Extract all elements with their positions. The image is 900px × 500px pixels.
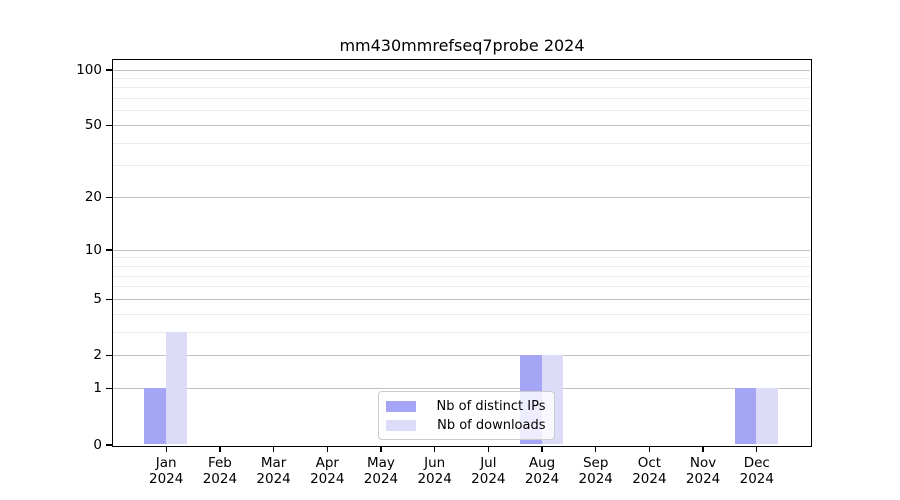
y-axis-tick-label: 1 [93,380,102,397]
x-axis-tick-mark [595,446,597,452]
y-axis-tick-mark [106,444,112,446]
gridline-minor [112,265,810,267]
bar-downloads [756,388,778,445]
y-axis-tick-mark [106,249,112,251]
x-axis-tick-mark [165,446,167,452]
gridline-minor [112,142,810,144]
x-axis-tick-label: Jan 2024 [149,455,184,487]
legend: Nb of distinct IPs Nb of downloads [377,390,555,440]
y-axis-tick-label: 100 [76,61,102,78]
x-axis-tick-mark [541,446,543,452]
x-axis-tick-label: Aug 2024 [524,455,560,487]
gridline-major [112,355,810,357]
y-axis-tick-label: 10 [84,241,102,258]
x-axis-tick-mark [219,446,221,452]
x-axis-tick-label: Sep 2024 [578,455,613,487]
x-axis-tick-mark [702,446,704,452]
y-axis-tick-label: 2 [93,347,102,364]
gridline-minor [112,313,810,315]
x-axis-tick-mark [326,446,328,452]
x-axis-tick-mark [272,446,275,452]
legend-item: Nb of distinct IPs [385,397,546,417]
x-axis-tick-mark [756,446,758,452]
y-axis-tick-label: 5 [93,290,102,307]
x-axis-tick-label: Jul 2024 [471,455,506,487]
bar-downloads [165,331,188,445]
y-axis-tick-mark [106,298,112,301]
gridline-major [112,69,810,71]
gridline-minor [112,165,810,167]
x-axis-tick-label: Oct 2024 [632,455,667,487]
plot-area: Nb of distinct IPs Nb of downloads [111,58,812,447]
gridline-minor [112,286,810,288]
y-axis-tick-label: 0 [93,436,102,453]
y-axis-tick-label: 50 [84,117,102,134]
x-axis-tick-label: Dec 2024 [739,455,774,487]
x-axis-tick-label: Nov 2024 [685,455,721,487]
gridline-major [112,197,810,199]
y-axis-tick-mark [106,69,112,71]
bar-distinct-ips [734,388,757,445]
chart-title: mm430mmrefseq7probe 2024 [339,36,585,55]
x-axis-tick-label: Apr 2024 [310,455,345,487]
x-axis-tick-label: Feb 2024 [202,455,238,487]
gridline-minor [112,110,810,112]
legend-label: Nb of downloads [437,418,546,434]
legend-label: Nb of distinct IPs [436,398,546,414]
legend-swatch-downloads [385,420,416,432]
gridline-minor [112,331,810,333]
gridline-major [112,249,810,251]
x-axis-tick-label: Jun 2024 [417,455,452,487]
x-axis-tick-mark [433,446,436,452]
gridline-minor [112,87,810,89]
gridline-minor [112,98,810,100]
x-axis-tick-mark [648,446,651,452]
y-axis-tick-label: 20 [84,189,102,206]
x-axis-tick-label: May 2024 [363,455,399,487]
y-axis-tick-mark [106,124,112,127]
y-axis-tick-mark [106,196,112,199]
bar-distinct-ips [144,388,166,445]
x-axis-tick-mark [487,446,490,452]
gridline-minor [112,275,810,277]
legend-item: Nb of downloads [385,416,546,436]
gridline-major [112,388,810,390]
y-axis-tick-mark [106,355,112,357]
x-axis-tick-label: Mar 2024 [256,455,291,487]
gridline-minor [112,77,810,79]
gridline-major [112,298,810,300]
gridline-major [112,125,810,127]
legend-swatch-distinct-ips [385,400,416,412]
y-axis-tick-mark [106,387,112,390]
gridline-minor [112,257,810,259]
x-axis-tick-mark [380,446,382,452]
